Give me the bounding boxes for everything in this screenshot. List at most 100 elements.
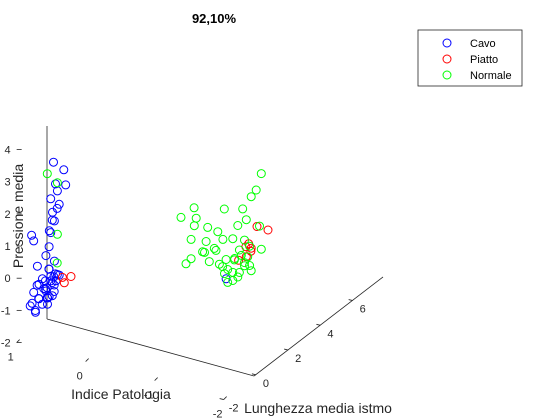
data-point-cavo <box>61 180 71 190</box>
x-tick-mark <box>154 377 158 381</box>
x-axis-line <box>46 318 255 377</box>
data-point-piatto <box>263 225 273 235</box>
data-point-normale <box>245 261 255 270</box>
data-point-normale <box>52 178 62 188</box>
y-tick-label: -2 <box>229 403 239 415</box>
data-point-normale <box>204 257 214 267</box>
data-point-cavo <box>37 299 47 309</box>
data-point-cavo <box>44 226 54 236</box>
z-tick-label: 1 <box>5 241 11 253</box>
data-point-cavo <box>40 276 50 286</box>
x-tick-label: 0 <box>77 371 83 383</box>
x-axis-label: Indice Patologia <box>71 386 171 402</box>
data-point-normale <box>241 215 251 225</box>
data-point-normale <box>245 241 255 251</box>
data-point-piatto <box>246 246 256 256</box>
data-point-normale <box>243 252 253 262</box>
data-point-cavo <box>31 307 40 317</box>
data-point-cavo <box>46 228 56 238</box>
data-point-normale <box>234 268 244 277</box>
data-point-normale <box>256 244 266 254</box>
y-tick-label: 2 <box>295 353 301 365</box>
legend-marker-normale <box>442 70 452 80</box>
data-point-cavo <box>51 179 60 189</box>
data-point-normale <box>191 213 201 223</box>
data-point-cavo <box>27 298 37 308</box>
y-tick-label: 0 <box>263 378 269 390</box>
data-point-normale <box>176 212 186 222</box>
data-point-cavo <box>29 236 39 246</box>
data-point-cavo <box>44 264 54 274</box>
data-point-cavo <box>47 291 57 301</box>
legend-label-cavo: Cavo <box>470 38 496 50</box>
data-point-normale <box>189 221 199 231</box>
axis-ticks: -2 -1 0 1 2 3 4 1 0 -1 -2 -2 0 2 4 6 <box>1 145 366 420</box>
data-point-cavo <box>44 242 54 252</box>
legend-marker-cavo <box>442 38 452 48</box>
y-tick-mark <box>284 348 289 351</box>
data-point-cavo <box>47 278 57 288</box>
data-point-cavo <box>59 165 69 175</box>
data-point-normale <box>189 203 199 213</box>
y-tick-mark <box>316 323 321 326</box>
y-tick-label: 4 <box>327 328 333 340</box>
data-point-piatto <box>246 243 256 253</box>
data-point-normale <box>228 234 238 244</box>
data-point-cavo <box>52 186 62 196</box>
data-point-normale <box>186 234 196 244</box>
data-point-normale <box>203 222 213 232</box>
data-point-normale <box>255 221 264 231</box>
data-point-cavo <box>54 199 64 209</box>
data-point-normale <box>42 169 52 179</box>
x-tick-label: 1 <box>8 352 14 364</box>
z-tick-label: -2 <box>1 338 11 350</box>
data-point-cavo <box>51 269 60 279</box>
data-point-cavo <box>46 194 56 204</box>
data-point-normale <box>233 221 243 230</box>
z-tick-label: 0 <box>5 273 11 285</box>
data-point-normale <box>220 269 229 279</box>
z-axis-label: Pressione media <box>10 164 26 268</box>
z-tick-label: 3 <box>5 177 11 189</box>
data-point-normale <box>240 258 249 268</box>
x-tick-mark <box>16 339 20 343</box>
legend-label-normale: Normale <box>470 70 512 82</box>
y-tick-mark <box>251 373 256 376</box>
data-point-cavo <box>30 306 40 315</box>
data-point-normale <box>211 245 221 255</box>
data-point-normale <box>213 227 223 237</box>
data-point-normale <box>234 245 244 255</box>
data-point-cavo <box>49 287 59 296</box>
z-tick-label: 2 <box>5 209 11 221</box>
data-point-normale <box>228 276 238 285</box>
data-point-cavo <box>29 287 39 297</box>
data-points <box>25 157 273 317</box>
x-tick-mark <box>223 396 227 400</box>
data-point-cavo <box>42 293 52 303</box>
legend-label-piatto: Piatto <box>470 54 498 66</box>
data-point-normale <box>218 234 228 244</box>
data-point-cavo <box>27 230 37 240</box>
data-point-cavo <box>25 301 35 311</box>
data-point-cavo <box>41 251 51 261</box>
data-point-cavo <box>32 261 42 271</box>
legend: Cavo Piatto Normale <box>417 29 523 87</box>
data-point-normale <box>238 204 248 214</box>
data-point-normale <box>201 237 211 246</box>
data-point-normale <box>223 277 233 287</box>
x-tick-label: -1 <box>144 390 154 402</box>
data-point-normale <box>52 229 62 239</box>
legend-marker-piatto <box>442 54 452 64</box>
y-tick-mark <box>348 299 353 301</box>
data-point-cavo <box>52 203 62 213</box>
data-point-normale <box>209 243 219 253</box>
data-point-normale <box>181 259 191 269</box>
data-point-normale <box>52 258 62 268</box>
y-tick-label: 6 <box>360 304 366 316</box>
data-point-cavo <box>49 157 58 167</box>
data-point-normale <box>219 204 229 214</box>
x-tick-label: -2 <box>213 409 223 420</box>
data-point-normale <box>240 261 249 271</box>
data-point-piatto <box>66 272 76 281</box>
